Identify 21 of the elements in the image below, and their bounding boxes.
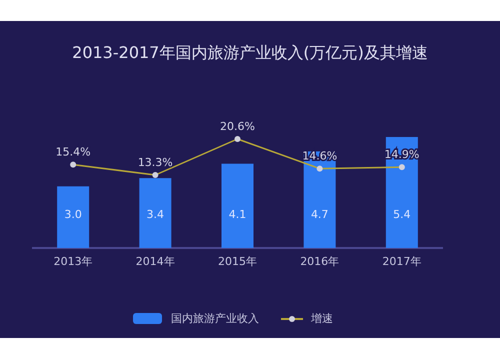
bar bbox=[304, 151, 336, 248]
data-label: 15.4% bbox=[56, 146, 91, 159]
data-label: 4.1 bbox=[228, 208, 246, 221]
legend-label: 增速 bbox=[310, 312, 333, 325]
x-tick-label: 2016年 bbox=[300, 255, 340, 268]
bar bbox=[222, 164, 254, 248]
data-label: 5.4 bbox=[393, 208, 411, 221]
x-tick-label: 2015年 bbox=[218, 255, 257, 268]
bar bbox=[139, 178, 172, 248]
legend-label: 国内旅游产业收入 bbox=[171, 312, 259, 325]
bar bbox=[386, 137, 418, 248]
x-tick-label: 2014年 bbox=[136, 255, 175, 268]
data-label: 4.7 bbox=[310, 208, 328, 221]
data-label: 3.0 bbox=[64, 208, 82, 221]
data-label: 13.3% bbox=[138, 156, 173, 169]
data-label: 3.4 bbox=[146, 208, 164, 221]
data-label: 20.6% bbox=[220, 120, 255, 133]
x-tick-label: 2013年 bbox=[54, 255, 93, 268]
chart-title: 2013-2017年国内旅游产业收入(万亿元)及其增速 bbox=[72, 43, 428, 62]
x-tick-label: 2017年 bbox=[382, 255, 422, 268]
bar bbox=[57, 186, 90, 248]
